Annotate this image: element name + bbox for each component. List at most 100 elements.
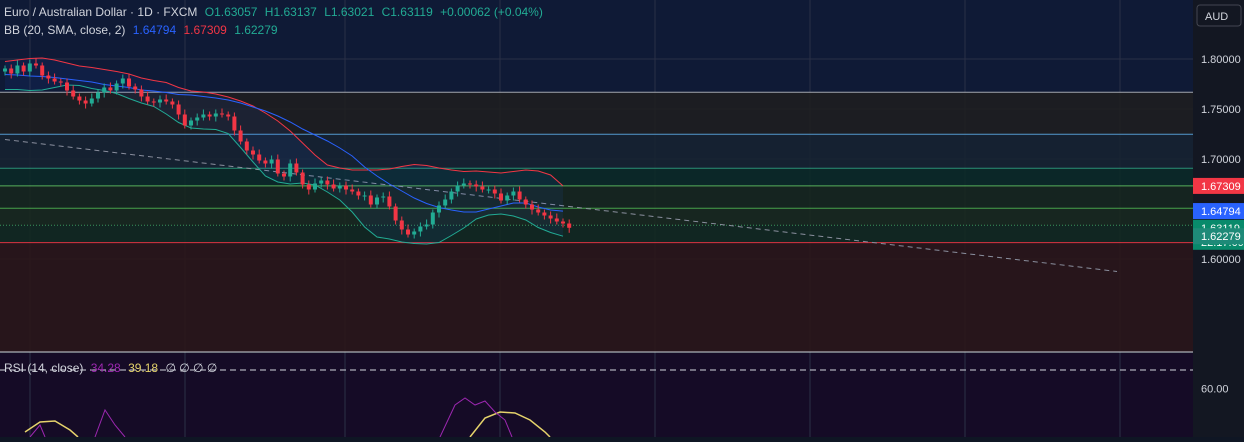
bb-background-fill bbox=[5, 58, 563, 244]
candle-body bbox=[530, 204, 534, 210]
candle-body bbox=[437, 205, 441, 213]
rsi-extra-values: ∅ ∅ ∅ ∅ bbox=[165, 361, 218, 375]
change-value: +0.00062 (+0.04%) bbox=[440, 5, 543, 19]
price-axis-tick: 1.70000 bbox=[1201, 154, 1241, 166]
candle-body bbox=[430, 212, 435, 225]
low-value: L1.63021 bbox=[324, 5, 375, 19]
candle-body bbox=[139, 89, 144, 97]
candle-body bbox=[114, 83, 119, 91]
candle-body bbox=[133, 86, 138, 90]
candle-body bbox=[164, 99, 169, 102]
fib-zone bbox=[0, 168, 1193, 186]
candle-body bbox=[523, 199, 528, 205]
symbol-title[interactable]: Euro / Australian Dollar · 1D · FXCM bbox=[4, 5, 198, 19]
candle-body bbox=[375, 197, 379, 205]
candle-body bbox=[251, 150, 255, 155]
candle-body bbox=[52, 78, 57, 82]
rsi-line bbox=[439, 397, 513, 438]
candle-body bbox=[424, 224, 429, 227]
bb-basis-tag bbox=[1193, 203, 1244, 220]
candle-body bbox=[232, 116, 237, 131]
bb-upper-line bbox=[4, 57, 564, 187]
bb-legend: BB (20, SMA, close, 2) 1.64794 1.67309 1… bbox=[4, 23, 282, 37]
rsi-value: 34.28 bbox=[90, 361, 121, 375]
currency-button[interactable] bbox=[1196, 4, 1242, 27]
fib-zone bbox=[0, 225, 1193, 243]
candle-body bbox=[399, 220, 404, 230]
candle-body bbox=[313, 183, 317, 190]
bb-lower-tag bbox=[1193, 228, 1244, 245]
price-axis-tick: 1.75000 bbox=[1201, 104, 1241, 116]
candle-body bbox=[306, 184, 311, 190]
candle-body bbox=[542, 212, 547, 216]
candle-body bbox=[461, 183, 466, 186]
candle-body bbox=[294, 163, 299, 173]
candle-body bbox=[418, 226, 423, 232]
candle-body bbox=[282, 173, 286, 177]
rsi-ma-line bbox=[469, 411, 551, 438]
candle-body bbox=[176, 104, 181, 115]
candle-body bbox=[195, 117, 200, 121]
bb-basis-value: 1.64794 bbox=[132, 23, 177, 37]
candle-body bbox=[567, 223, 572, 228]
candle-body bbox=[15, 65, 20, 74]
candle-body bbox=[108, 87, 113, 91]
candle-body bbox=[480, 186, 485, 190]
candle-body bbox=[492, 189, 497, 194]
fib-zone bbox=[0, 242, 1193, 352]
candle-body bbox=[65, 82, 69, 91]
bb-basis-tag-label: 1.64794 bbox=[1201, 206, 1241, 218]
fib-zone bbox=[0, 185, 1193, 209]
candle-body bbox=[362, 195, 367, 197]
rsi-pane-background bbox=[0, 353, 1193, 437]
candle-body bbox=[406, 229, 410, 235]
candle-body bbox=[554, 218, 559, 222]
candle-body bbox=[474, 184, 479, 187]
high-value: H1.63137 bbox=[264, 5, 317, 19]
rsi-legend: RSI (14, close) 34.28 39.18 ∅ ∅ ∅ ∅ bbox=[4, 361, 221, 375]
candle-body bbox=[561, 221, 565, 224]
close-value: C1.63119 bbox=[381, 5, 433, 19]
candle-body bbox=[244, 141, 249, 151]
rsi-indicator-label[interactable]: RSI (14, close) bbox=[4, 361, 84, 375]
candle-body bbox=[536, 209, 541, 213]
candle-body bbox=[83, 100, 88, 104]
candle-body bbox=[226, 114, 231, 117]
bb-upper-tag bbox=[1193, 177, 1244, 194]
candle-body bbox=[443, 199, 448, 206]
candle-body bbox=[257, 154, 262, 161]
candle-body bbox=[269, 159, 274, 164]
candle-body bbox=[548, 215, 553, 219]
bb-lower-tag-label: 1.62279 bbox=[1201, 231, 1241, 243]
candle-body bbox=[213, 113, 218, 117]
candle-body bbox=[337, 185, 342, 189]
candle-body bbox=[486, 189, 491, 191]
candle-body bbox=[189, 120, 193, 126]
candle-body bbox=[89, 98, 94, 104]
candle-body bbox=[201, 114, 206, 118]
candle-body bbox=[145, 96, 150, 102]
candle-body bbox=[40, 65, 45, 76]
trendline bbox=[4, 139, 1118, 272]
price-axis-tick: 1.80000 bbox=[1201, 54, 1241, 66]
candle-body bbox=[3, 68, 7, 72]
price-axis-tick: 1.60000 bbox=[1201, 254, 1241, 266]
candle-body bbox=[96, 92, 100, 99]
candle-body bbox=[120, 78, 125, 84]
candle-body bbox=[300, 172, 305, 185]
bb-indicator-label[interactable]: BB (20, SMA, close, 2) bbox=[4, 23, 126, 37]
candle-body bbox=[387, 196, 392, 207]
candle-body bbox=[58, 81, 63, 83]
rsi-ma-line bbox=[24, 420, 79, 438]
candle-body bbox=[9, 68, 14, 74]
candle-body bbox=[71, 90, 76, 97]
bb-upper-value: 1.67309 bbox=[183, 23, 227, 37]
fib-zone bbox=[0, 92, 1193, 135]
rsi-line bbox=[94, 408, 126, 438]
candle-body bbox=[151, 101, 156, 103]
candle-body bbox=[21, 65, 26, 72]
bb-lower-value: 1.62279 bbox=[234, 23, 278, 37]
candle-body bbox=[288, 163, 293, 177]
